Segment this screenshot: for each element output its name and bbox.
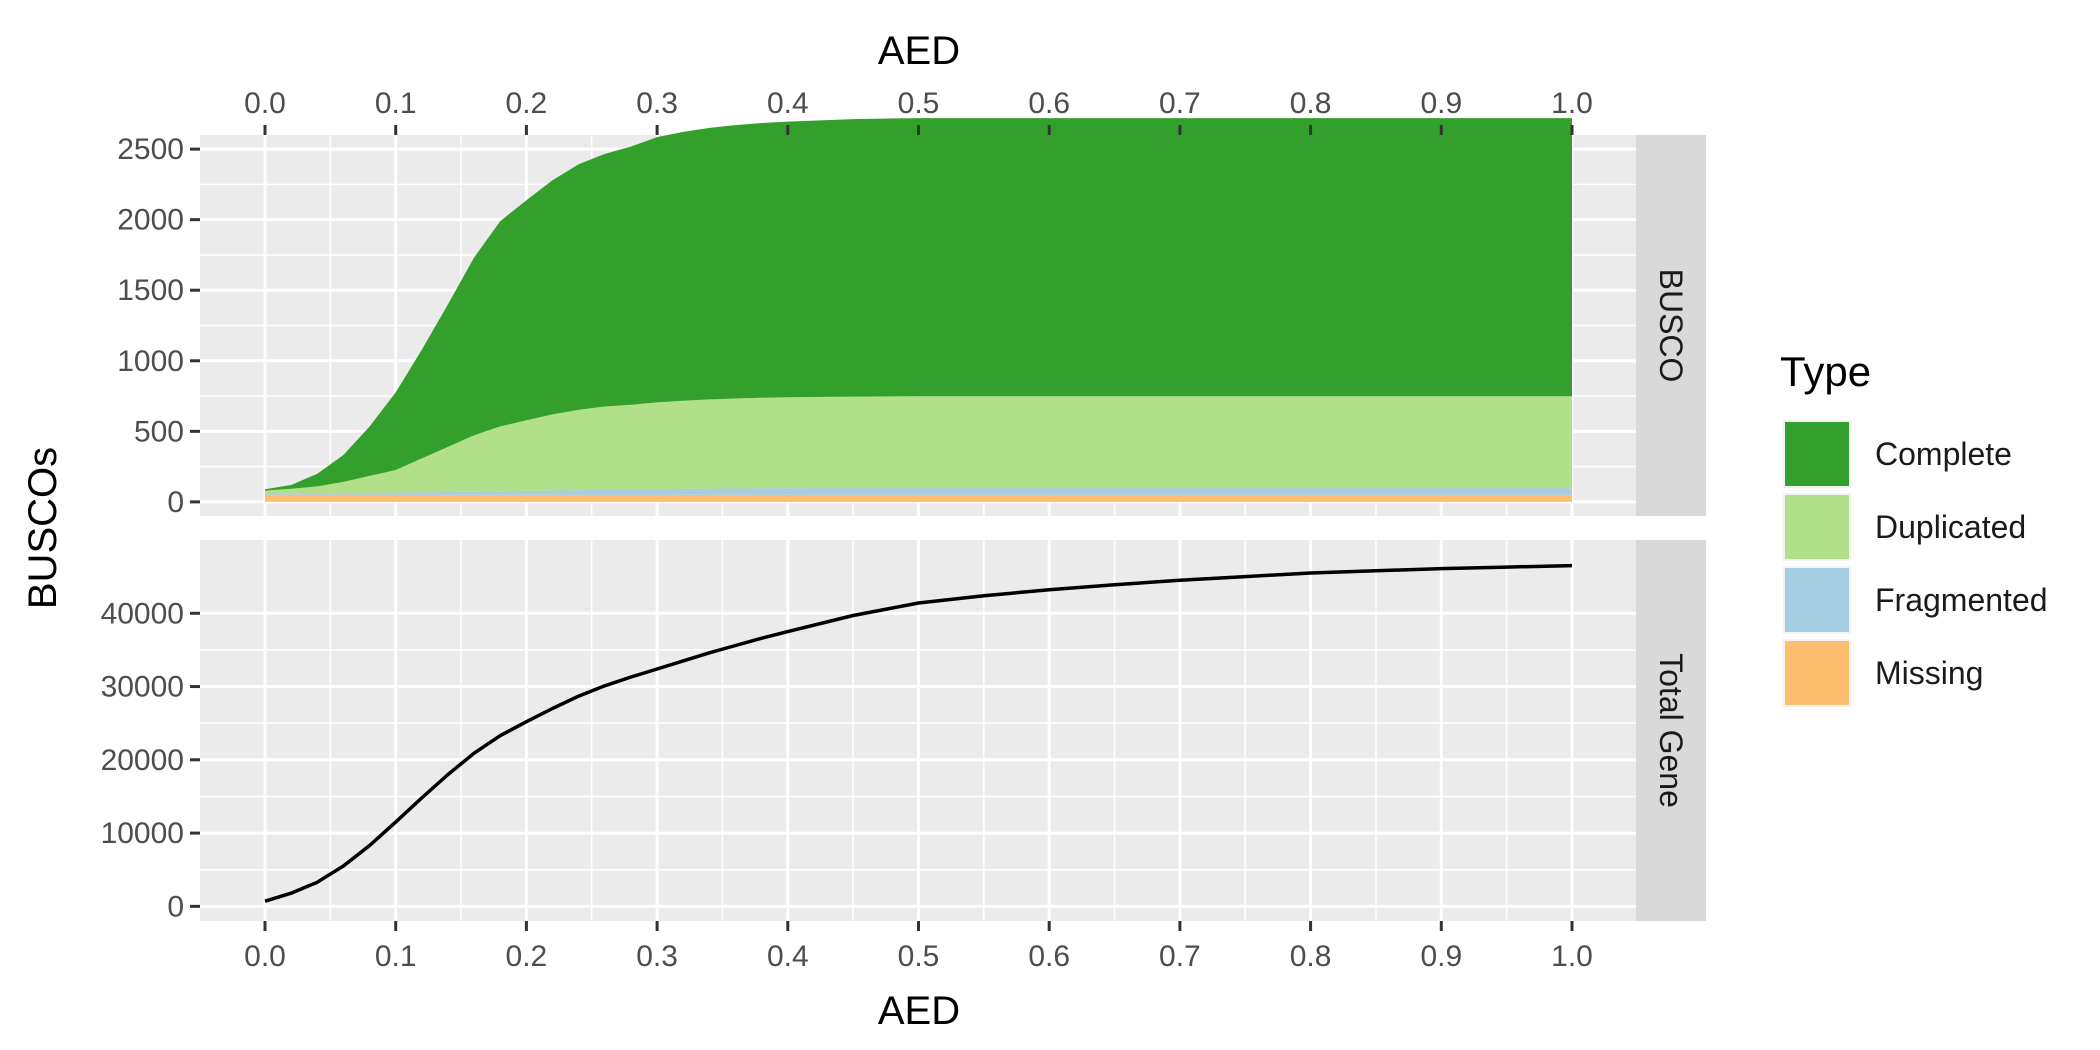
legend-swatch-fragmented: [1785, 568, 1849, 632]
x-tick-label-bottom: 0.8: [1290, 940, 1332, 973]
x-axis-title-top: AED: [878, 29, 960, 73]
area-fragmented: [265, 488, 1572, 495]
x-tick-label-top: 0.8: [1290, 87, 1332, 120]
x-tick-label-bottom: 0.2: [506, 940, 548, 973]
y-tick-label: 10000: [101, 817, 184, 850]
legend-swatch-complete: [1785, 422, 1849, 486]
x-tick-label-top: 0.2: [506, 87, 548, 120]
x-tick-label-top: 0.7: [1159, 87, 1201, 120]
panel-total-gene: 0 10000 20000 30000 40000 Total Gene 0.0 0.1 0.2…: [101, 540, 1706, 973]
x-tick-label-top: 0.9: [1420, 87, 1462, 120]
x-tick-label-bottom: 0.6: [1028, 940, 1070, 973]
y-tick-label: 2000: [117, 204, 184, 237]
panels: 0 500 1000 1500 2000 2500 BUSCO 0.0 0.1 0.2 0.3 0.4…: [101, 87, 1706, 973]
area-complete: [265, 118, 1572, 491]
legend-label-duplicated: Duplicated: [1875, 509, 2026, 545]
x-tick-label-bottom: 0.9: [1420, 940, 1462, 973]
y-tick-label: 0: [167, 890, 184, 923]
x-tick-label-bottom: 0.5: [898, 940, 940, 973]
x-tick-label-bottom: 0.7: [1159, 940, 1201, 973]
legend-label-fragmented: Fragmented: [1875, 582, 2048, 618]
legend: Complete Duplicated Fragmented Missing: [1783, 420, 2048, 707]
y-tick-label: 20000: [101, 744, 184, 777]
y-tick-label: 40000: [101, 597, 184, 630]
area-duplicated: [265, 396, 1572, 495]
y-tick-label: 2500: [117, 133, 184, 166]
panel-busco: 0 500 1000 1500 2000 2500 BUSCO 0.0 0.1 0.2 0.3 0.4…: [117, 87, 1706, 519]
y-tick-label: 0: [167, 486, 184, 519]
x-tick-label-top: 0.4: [767, 87, 809, 120]
y-tick-label: 30000: [101, 671, 184, 704]
y-tick-label: 1500: [117, 274, 184, 307]
x-axis-title-bottom: AED: [878, 989, 960, 1033]
x-tick-label-top: 0.0: [244, 87, 286, 120]
y-tick-label: 1000: [117, 345, 184, 378]
legend-title: Type: [1780, 348, 1871, 395]
x-tick-label-bottom: 0.3: [636, 940, 678, 973]
x-tick-label-top: 0.1: [375, 87, 417, 120]
facet-strip-label: BUSCO: [1653, 269, 1689, 383]
legend-label-complete: Complete: [1875, 436, 2012, 472]
x-tick-label-top: 0.5: [898, 87, 940, 120]
x-tick-label-bottom: 0.1: [375, 940, 417, 973]
x-tick-label-top: 1.0: [1551, 87, 1593, 120]
line-total-gene: [264, 563, 1573, 903]
legend-swatch-duplicated: [1785, 495, 1849, 559]
x-tick-label-bottom: 0.0: [244, 940, 286, 973]
x-tick-label-bottom: 0.4: [767, 940, 809, 973]
facet-strip-label: Total Gene: [1653, 653, 1689, 808]
x-tick-label-top: 0.3: [636, 87, 678, 120]
facet-strip: [1636, 135, 1706, 516]
facet-strip: [1636, 540, 1706, 921]
y-axis-title: BUSCOs: [21, 447, 65, 609]
legend-swatch-missing: [1785, 641, 1849, 705]
area-missing: [265, 494, 1572, 502]
x-tick-label-bottom: 1.0: [1551, 940, 1593, 973]
y-tick-label: 500: [134, 415, 184, 448]
legend-label-missing: Missing: [1875, 655, 1983, 691]
x-tick-label-top: 0.6: [1028, 87, 1070, 120]
